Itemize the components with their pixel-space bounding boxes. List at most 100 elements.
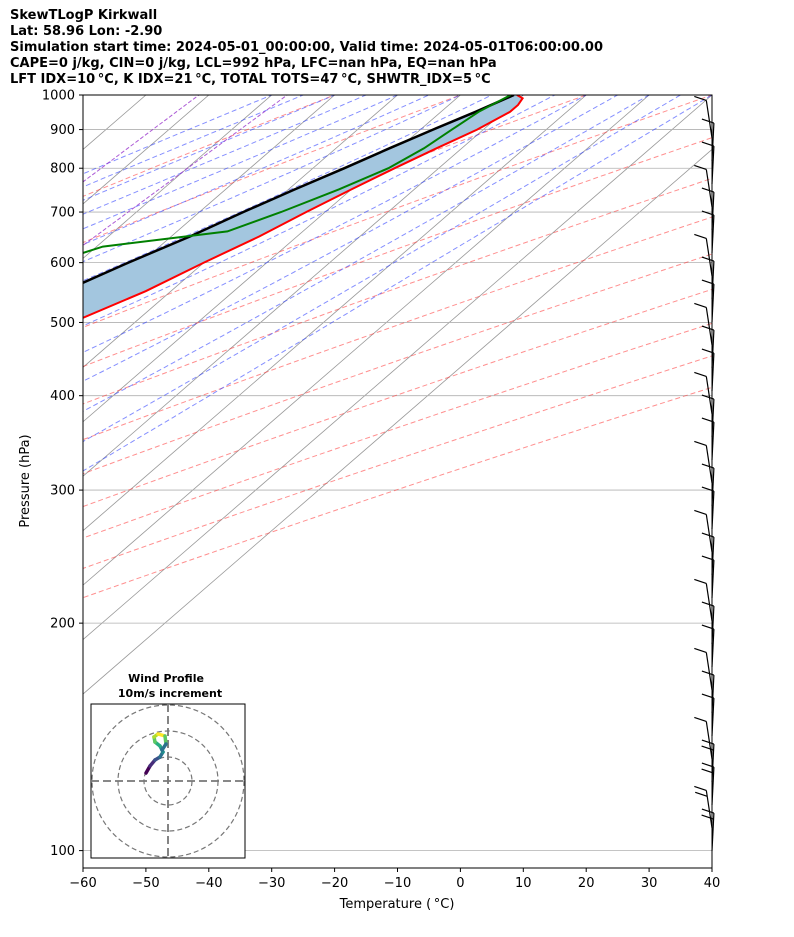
- wind-barb: [701, 555, 715, 599]
- profile-lines: [83, 95, 525, 319]
- wind-barb: [694, 233, 713, 277]
- wind-barb: [701, 279, 715, 323]
- indices-line-2: LFT IDX=10 °C, K IDX=21 °C, TOTAL TOTS=4…: [10, 72, 491, 87]
- x-tick-label: −40: [195, 876, 222, 891]
- y-tick-label: 600: [50, 256, 75, 271]
- wind-barb: [701, 256, 715, 300]
- moist-adiabat: [83, 95, 462, 263]
- hodograph-title: Wind Profile: [128, 672, 204, 685]
- wind-barb: [701, 532, 715, 576]
- wind-barb: [701, 486, 715, 530]
- wind-barb: [694, 440, 713, 484]
- location-line: Lat: 58.96 Lon: -2.90: [10, 24, 163, 39]
- x-axis-ticks: −60 −50 −40 −30 −20 −10 0 10 20 30 40: [69, 868, 720, 891]
- wind-barb: [701, 624, 715, 668]
- moist-adiabat: [83, 95, 712, 472]
- time-line: Simulation start time: 2024-05-01_00:00:…: [10, 40, 603, 55]
- wind-barb: [694, 302, 713, 346]
- x-tick-label: −10: [384, 876, 411, 891]
- wind-barb: [694, 371, 713, 415]
- wind-barb: [694, 578, 713, 622]
- y-tick-label: 500: [50, 316, 75, 331]
- moist-adiabat: [83, 95, 619, 382]
- mixing-ratio-line: [83, 95, 289, 246]
- moist-adiabat: [83, 95, 305, 188]
- y-tick-label: 300: [50, 484, 75, 499]
- wind-barb: [701, 762, 715, 806]
- dry-adiabat: [83, 95, 712, 328]
- dry-adiabat: [83, 386, 712, 599]
- x-tick-label: −60: [69, 876, 96, 891]
- y-tick-label: 700: [50, 206, 75, 221]
- wind-barb: [694, 785, 713, 829]
- dry-adiabat: [83, 355, 712, 569]
- wind-barb: [701, 808, 715, 852]
- isotherm-line: [83, 95, 336, 314]
- hodograph-ring: [91, 704, 245, 858]
- dry-adiabat: [83, 177, 712, 405]
- cin-fill-layer: [83, 95, 523, 318]
- x-tick-label: 10: [515, 876, 532, 891]
- y-tick-label: 900: [50, 123, 75, 138]
- y-tick-label: 400: [50, 389, 75, 404]
- x-tick-label: 30: [641, 876, 658, 891]
- moist-adiabat: [83, 95, 431, 246]
- x-tick-label: −20: [321, 876, 348, 891]
- dewpoint-profile-line: [83, 95, 512, 255]
- isotherm-line: [83, 95, 84, 96]
- wind-barb: [694, 509, 713, 553]
- indices-line-1: CAPE=0 j/kg, CIN=0 j/kg, LCL=992 hPa, LF…: [10, 56, 497, 71]
- wind-barb: [701, 141, 715, 185]
- wind-barb: [701, 693, 715, 737]
- isotherm-line: [83, 95, 587, 532]
- wind-barb: [701, 187, 715, 231]
- x-tick-label: −30: [258, 876, 285, 891]
- x-tick-label: 0: [456, 876, 464, 891]
- parcel-profile-line: [83, 95, 515, 285]
- dry-adiabat: [83, 95, 462, 244]
- y-tick-label: 100: [50, 844, 75, 859]
- chart-header: SkewTLogP Kirkwall Lat: 58.96 Lon: -2.90…: [10, 8, 603, 88]
- wind-barb: [701, 348, 715, 392]
- chart-title: SkewTLogP Kirkwall: [10, 8, 158, 23]
- moist-adiabat: [83, 95, 651, 412]
- wind-barb: [694, 164, 713, 208]
- moist-adiabat: [83, 95, 493, 282]
- wind-barb: [701, 118, 715, 162]
- hodograph-inset: Wind Profile 10m/s increment: [90, 672, 246, 859]
- isotherm-line: [83, 148, 712, 695]
- hodograph-subtitle: 10m/s increment: [118, 687, 222, 700]
- x-tick-label: 20: [578, 876, 595, 891]
- isotherm-line: [83, 95, 524, 477]
- moist-adiabat: [83, 95, 336, 201]
- y-tick-label: 800: [50, 162, 75, 177]
- moist-adiabat: [83, 95, 274, 175]
- wind-barb: [701, 325, 715, 369]
- y-axis-ticks: 100 200 300 400 500 600 700 800 900 1000: [42, 89, 83, 859]
- temperature-profile-line: [83, 95, 525, 319]
- y-axis-label: Pressure (hPa): [18, 434, 33, 527]
- dry-adiabat: [83, 216, 712, 441]
- background-lines: [83, 95, 712, 851]
- wind-barb: [701, 739, 715, 783]
- x-axis-label: Temperature ( °C): [339, 897, 455, 912]
- wind-barb: [701, 394, 715, 438]
- wind-barb: [701, 670, 715, 714]
- x-tick-label: −50: [132, 876, 159, 891]
- wind-barb: [694, 647, 713, 691]
- x-tick-label: 40: [704, 876, 721, 891]
- moist-adiabat: [83, 95, 368, 215]
- hodograph-trace-segment: [160, 742, 168, 752]
- dry-adiabat: [83, 95, 336, 197]
- wind-barb: [701, 210, 715, 254]
- y-tick-label: 1000: [42, 89, 75, 104]
- moist-adiabat: [83, 95, 682, 443]
- moist-adiabat: [83, 95, 556, 327]
- wind-barbs: [694, 95, 715, 852]
- isotherm-line: [83, 95, 273, 259]
- dry-adiabat: [83, 95, 588, 287]
- wind-barb: [694, 95, 713, 139]
- wind-barb: [701, 463, 715, 507]
- wind-barb: [694, 716, 713, 760]
